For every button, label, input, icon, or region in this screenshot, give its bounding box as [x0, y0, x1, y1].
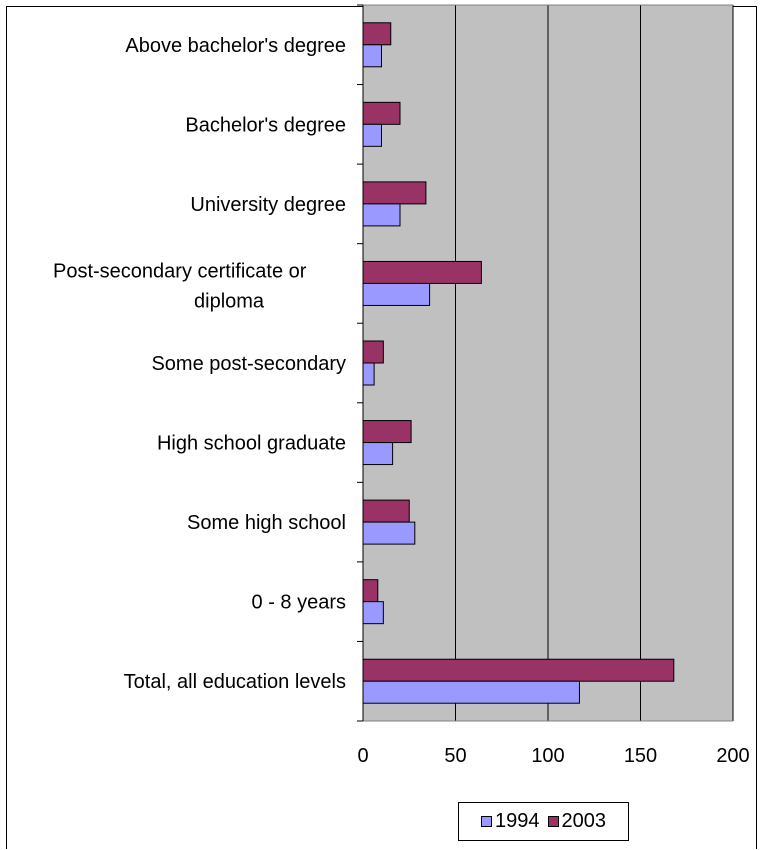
bar-2003-6	[362, 499, 410, 523]
legend-item-1994: 1994	[481, 810, 540, 833]
category-label-5: High school graduate	[157, 433, 346, 455]
bar-2003-4	[362, 340, 384, 364]
bar-2003-8	[362, 658, 675, 682]
bar-1994-5	[362, 442, 394, 466]
category-label-7: 0 - 8 years	[252, 592, 346, 614]
bar-1994-4	[362, 362, 375, 386]
bar-1994-3	[362, 282, 431, 306]
legend-label-1994: 1994	[495, 810, 540, 832]
legend-label-2003: 2003	[561, 810, 607, 832]
bar-1994-2	[362, 203, 401, 227]
bar-2003-0	[362, 22, 392, 46]
x-tick-label-4: 200	[716, 745, 749, 767]
category-label-4: Some post-secondary	[151, 353, 346, 375]
legend-swatch-1994	[481, 816, 492, 827]
category-label-1: Bachelor's degree	[185, 114, 346, 136]
bar-2003-5	[362, 420, 412, 444]
category-label-0: Above bachelor's degree	[125, 35, 346, 57]
bar-1994-8	[362, 680, 580, 704]
x-tick-label-2: 100	[531, 745, 564, 767]
bar-2003-7	[362, 579, 379, 603]
bar-1994-7	[362, 601, 384, 625]
bar-2003-2	[362, 181, 427, 205]
category-label-6: Some high school	[187, 512, 346, 534]
chart-legend: 1994 2003	[458, 802, 629, 841]
bar-2003-1	[362, 101, 401, 125]
legend-item-2003: 2003	[547, 810, 607, 833]
x-tick-label-1: 50	[444, 745, 466, 767]
x-tick-label-0: 0	[357, 745, 368, 767]
category-label-3: Post-secondary certificate or diploma	[53, 260, 307, 312]
category-label-2: University degree	[190, 194, 346, 216]
bar-1994-1	[362, 123, 382, 147]
category-label-8: Total, all education levels	[124, 671, 346, 693]
legend-swatch-2003	[547, 816, 559, 827]
x-tick-label-3: 150	[624, 745, 657, 767]
bar-1994-0	[362, 44, 382, 68]
bar-1994-6	[362, 521, 416, 545]
bar-2003-3	[362, 260, 482, 284]
